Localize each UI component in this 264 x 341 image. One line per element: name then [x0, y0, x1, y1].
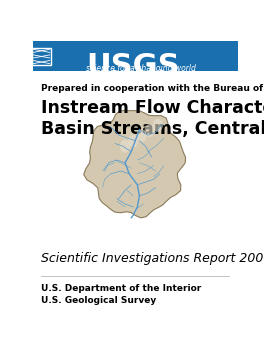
- Circle shape: [153, 119, 163, 132]
- Text: Scientific Investigations Report 2006–5230: Scientific Investigations Report 2006–52…: [41, 252, 264, 265]
- Text: Prepared in cooperation with the Bureau of Reclamation: Prepared in cooperation with the Bureau …: [41, 84, 264, 93]
- Text: USGS: USGS: [86, 53, 180, 81]
- Circle shape: [144, 124, 155, 137]
- Circle shape: [120, 140, 130, 153]
- Circle shape: [136, 129, 147, 142]
- Text: Instream Flow Characterization of Upper Salmon River
Basin Streams, Central Idah: Instream Flow Characterization of Upper …: [41, 99, 264, 138]
- FancyBboxPatch shape: [33, 41, 238, 71]
- Polygon shape: [84, 110, 186, 218]
- Circle shape: [128, 134, 138, 148]
- Text: U.S. Department of the Interior
U.S. Geological Survey: U.S. Department of the Interior U.S. Geo…: [41, 284, 201, 305]
- Text: science for a changing world: science for a changing world: [86, 63, 196, 73]
